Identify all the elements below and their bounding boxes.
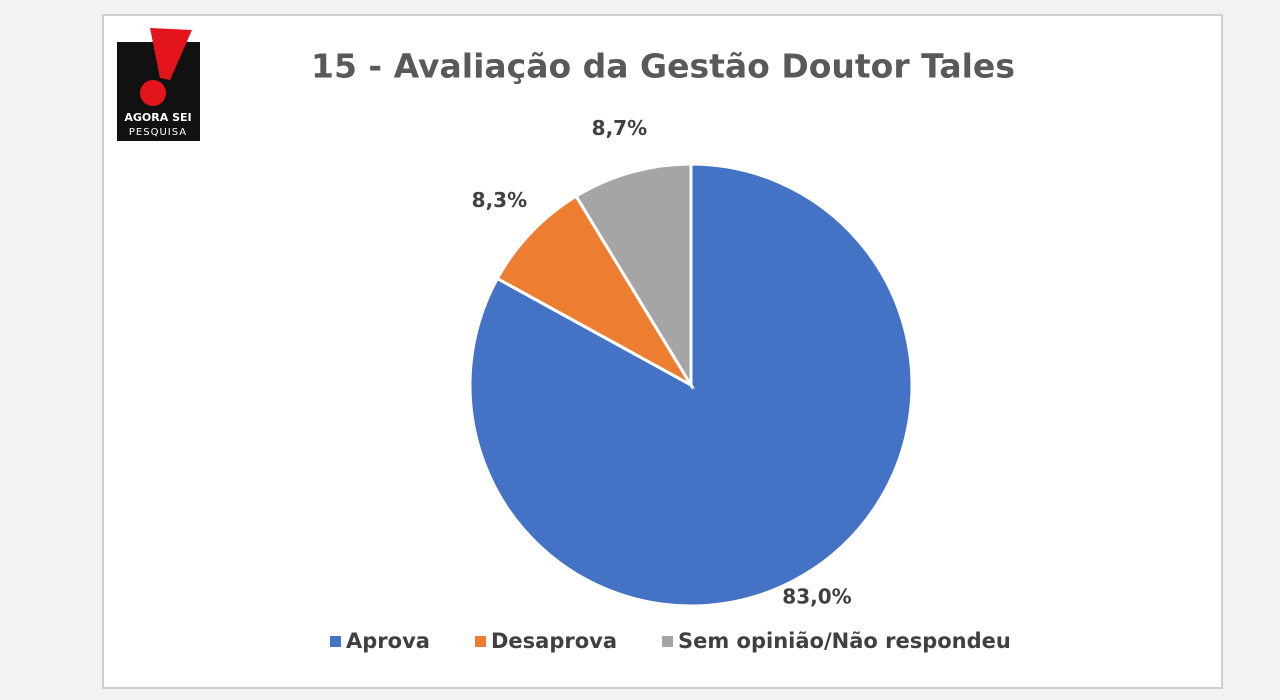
logo: AGORA SEI PESQUISA bbox=[117, 28, 200, 141]
legend-marker bbox=[475, 636, 486, 647]
chart-title: 15 - Avaliação da Gestão Doutor Tales bbox=[311, 47, 1015, 86]
logo-text: PESQUISA bbox=[129, 127, 187, 138]
legend-label: Aprova bbox=[346, 629, 430, 653]
logo-dot bbox=[140, 80, 166, 106]
logo-text: AGORA SEI bbox=[124, 111, 191, 124]
legend-label: Sem opinião/Não respondeu bbox=[678, 629, 1011, 653]
data-label: 8,7% bbox=[592, 116, 647, 140]
legend-marker bbox=[662, 636, 673, 647]
data-label: 83,0% bbox=[782, 585, 851, 609]
pie-slice bbox=[495, 194, 696, 390]
pie-slice bbox=[468, 162, 914, 608]
data-label: 8,3% bbox=[472, 188, 527, 212]
legend-label: Desaprova bbox=[491, 629, 617, 653]
logo-mark bbox=[150, 28, 192, 80]
pie-slice bbox=[574, 162, 693, 391]
legend-marker bbox=[330, 636, 341, 647]
